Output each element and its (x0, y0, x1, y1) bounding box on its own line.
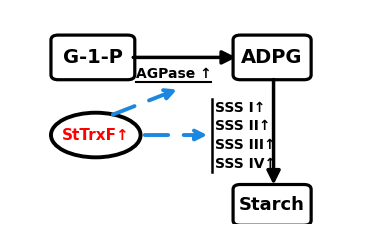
Text: SSS II↑: SSS II↑ (216, 119, 271, 134)
Text: G-1-P: G-1-P (63, 48, 123, 67)
FancyBboxPatch shape (233, 184, 311, 225)
Text: StTrxF↑: StTrxF↑ (62, 128, 130, 143)
FancyBboxPatch shape (233, 35, 311, 80)
FancyBboxPatch shape (51, 35, 135, 80)
Text: Starch: Starch (239, 196, 305, 214)
Text: SSS III↑: SSS III↑ (216, 138, 276, 152)
Text: SSS IV↑: SSS IV↑ (216, 157, 276, 171)
Text: ADPG: ADPG (241, 48, 303, 67)
Text: AGPase ↑: AGPase ↑ (136, 67, 212, 81)
Ellipse shape (51, 113, 141, 157)
Text: SSS I↑: SSS I↑ (216, 101, 266, 115)
